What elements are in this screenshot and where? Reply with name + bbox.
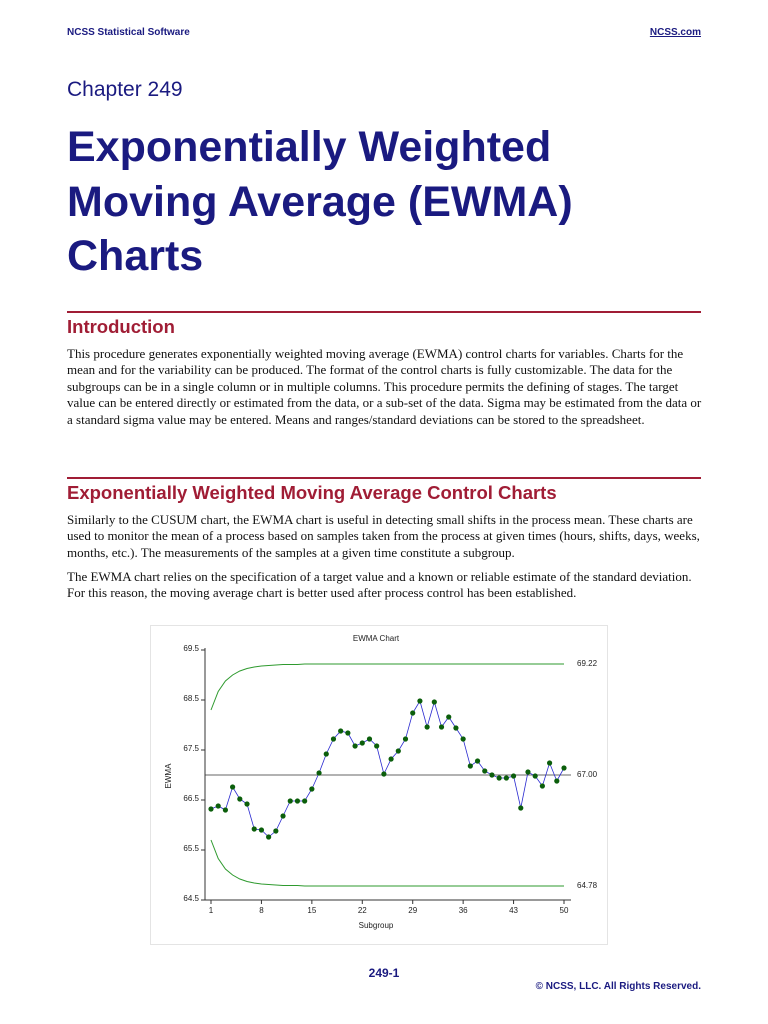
control-limit: [210, 663, 564, 711]
section-heading: Introduction: [67, 316, 175, 337]
rule: [67, 477, 701, 479]
ewma-point: [525, 769, 531, 775]
x-axis-label: Subgroup: [359, 921, 394, 930]
x-tick-label: 1: [209, 906, 214, 915]
ewma-point: [496, 775, 502, 781]
x-tick-label: 36: [459, 906, 468, 915]
y-tick-label: 67.5: [183, 744, 199, 753]
ewma-point: [316, 770, 322, 776]
ewma-point: [374, 743, 380, 749]
ewma-point: [395, 748, 401, 754]
center-label: 67.00: [577, 770, 598, 779]
x-tick-label: 22: [358, 906, 367, 915]
ewma-point: [388, 756, 394, 762]
ewma-point: [446, 714, 452, 720]
ewma-point: [294, 798, 301, 804]
rule: [67, 311, 701, 313]
ewma-point: [258, 827, 265, 833]
lcl-label: 64.78: [577, 881, 598, 890]
y-tick-label: 64.5: [183, 894, 199, 903]
y-tick-label: 65.5: [183, 844, 199, 853]
ewma-point: [482, 768, 488, 774]
ewma-point: [208, 806, 214, 812]
ewma-point: [518, 805, 524, 811]
ewma-point: [554, 778, 560, 784]
title-line: Exponentially Weighted: [67, 123, 552, 171]
ewma-point: [410, 710, 416, 716]
ewma-point: [280, 813, 286, 819]
paragraph: The EWMA chart relies on the specificati…: [67, 569, 692, 601]
chart-title: EWMA Chart: [353, 634, 400, 643]
ewma-point: [359, 740, 365, 746]
ewma-point: [460, 736, 466, 742]
x-tick-label: 43: [509, 906, 518, 915]
chapter: Chapter 249: [67, 78, 183, 101]
y-axis-label: EWMA: [164, 763, 173, 789]
ewma-point: [222, 807, 229, 813]
ewma-point: [237, 796, 243, 802]
y-tick-label: 66.5: [183, 794, 199, 803]
title-line: Moving Average (EWMA): [67, 178, 573, 226]
paragraph: This procedure generates exponentially w…: [67, 346, 702, 427]
ewma-point: [302, 798, 308, 804]
ewma-point: [251, 826, 257, 832]
ewma-point: [266, 834, 272, 840]
ewma-point: [417, 698, 423, 704]
ewma-point: [546, 760, 553, 766]
ewma-point: [431, 699, 437, 705]
paragraph: Similarly to the CUSUM chart, the EWMA c…: [67, 512, 700, 560]
header-link[interactable]: NCSS.com: [649, 27, 701, 38]
ewma-point: [438, 724, 445, 730]
x-tick-label: 8: [259, 906, 264, 915]
control-limit: [210, 839, 564, 887]
page-number: 249-1: [368, 966, 400, 980]
chart: EWMA Chart Subgroup EWMA 64.5 65.5 66.5 67.…: [150, 625, 608, 945]
ewma-point: [309, 786, 315, 792]
y-tick-label: 68.5: [183, 694, 199, 703]
ewma-point: [539, 783, 545, 789]
x-tick-label: 50: [560, 906, 569, 915]
ewma-point: [561, 765, 567, 771]
ewma-point: [503, 775, 509, 781]
ewma-point: [424, 724, 430, 730]
ewma-point: [323, 751, 329, 757]
x-tick-label: 29: [408, 906, 417, 915]
ewma-point: [230, 784, 236, 790]
ewma-point: [453, 725, 459, 731]
ewma-point: [532, 773, 538, 779]
ewma-point: [402, 736, 409, 742]
ewma-point: [467, 763, 473, 769]
ewma-point: [330, 736, 337, 742]
y-tick-label: 69.5: [183, 644, 199, 653]
copyright: © NCSS, LLC. All Rights Reserved.: [535, 981, 701, 992]
ewma-point: [489, 772, 495, 778]
ewma-point: [273, 828, 279, 834]
ewma-point: [287, 798, 293, 804]
ewma-point: [381, 771, 387, 777]
ewma-point: [366, 736, 373, 742]
title-line: Charts: [67, 232, 204, 280]
ewma-point: [338, 728, 344, 734]
ewma-point: [215, 803, 221, 809]
section-heading: Exponentially Weighted Moving Average Co…: [67, 482, 557, 503]
ucl-label: 69.22: [577, 659, 598, 668]
header-left: NCSS Statistical Software: [67, 27, 190, 38]
ewma-point: [352, 743, 358, 749]
ewma-point: [345, 730, 351, 736]
ewma-point: [474, 758, 481, 764]
ewma-point: [510, 773, 517, 779]
ewma-line: [210, 699, 565, 838]
ewma-point: [244, 801, 250, 807]
x-tick-label: 15: [307, 906, 316, 915]
